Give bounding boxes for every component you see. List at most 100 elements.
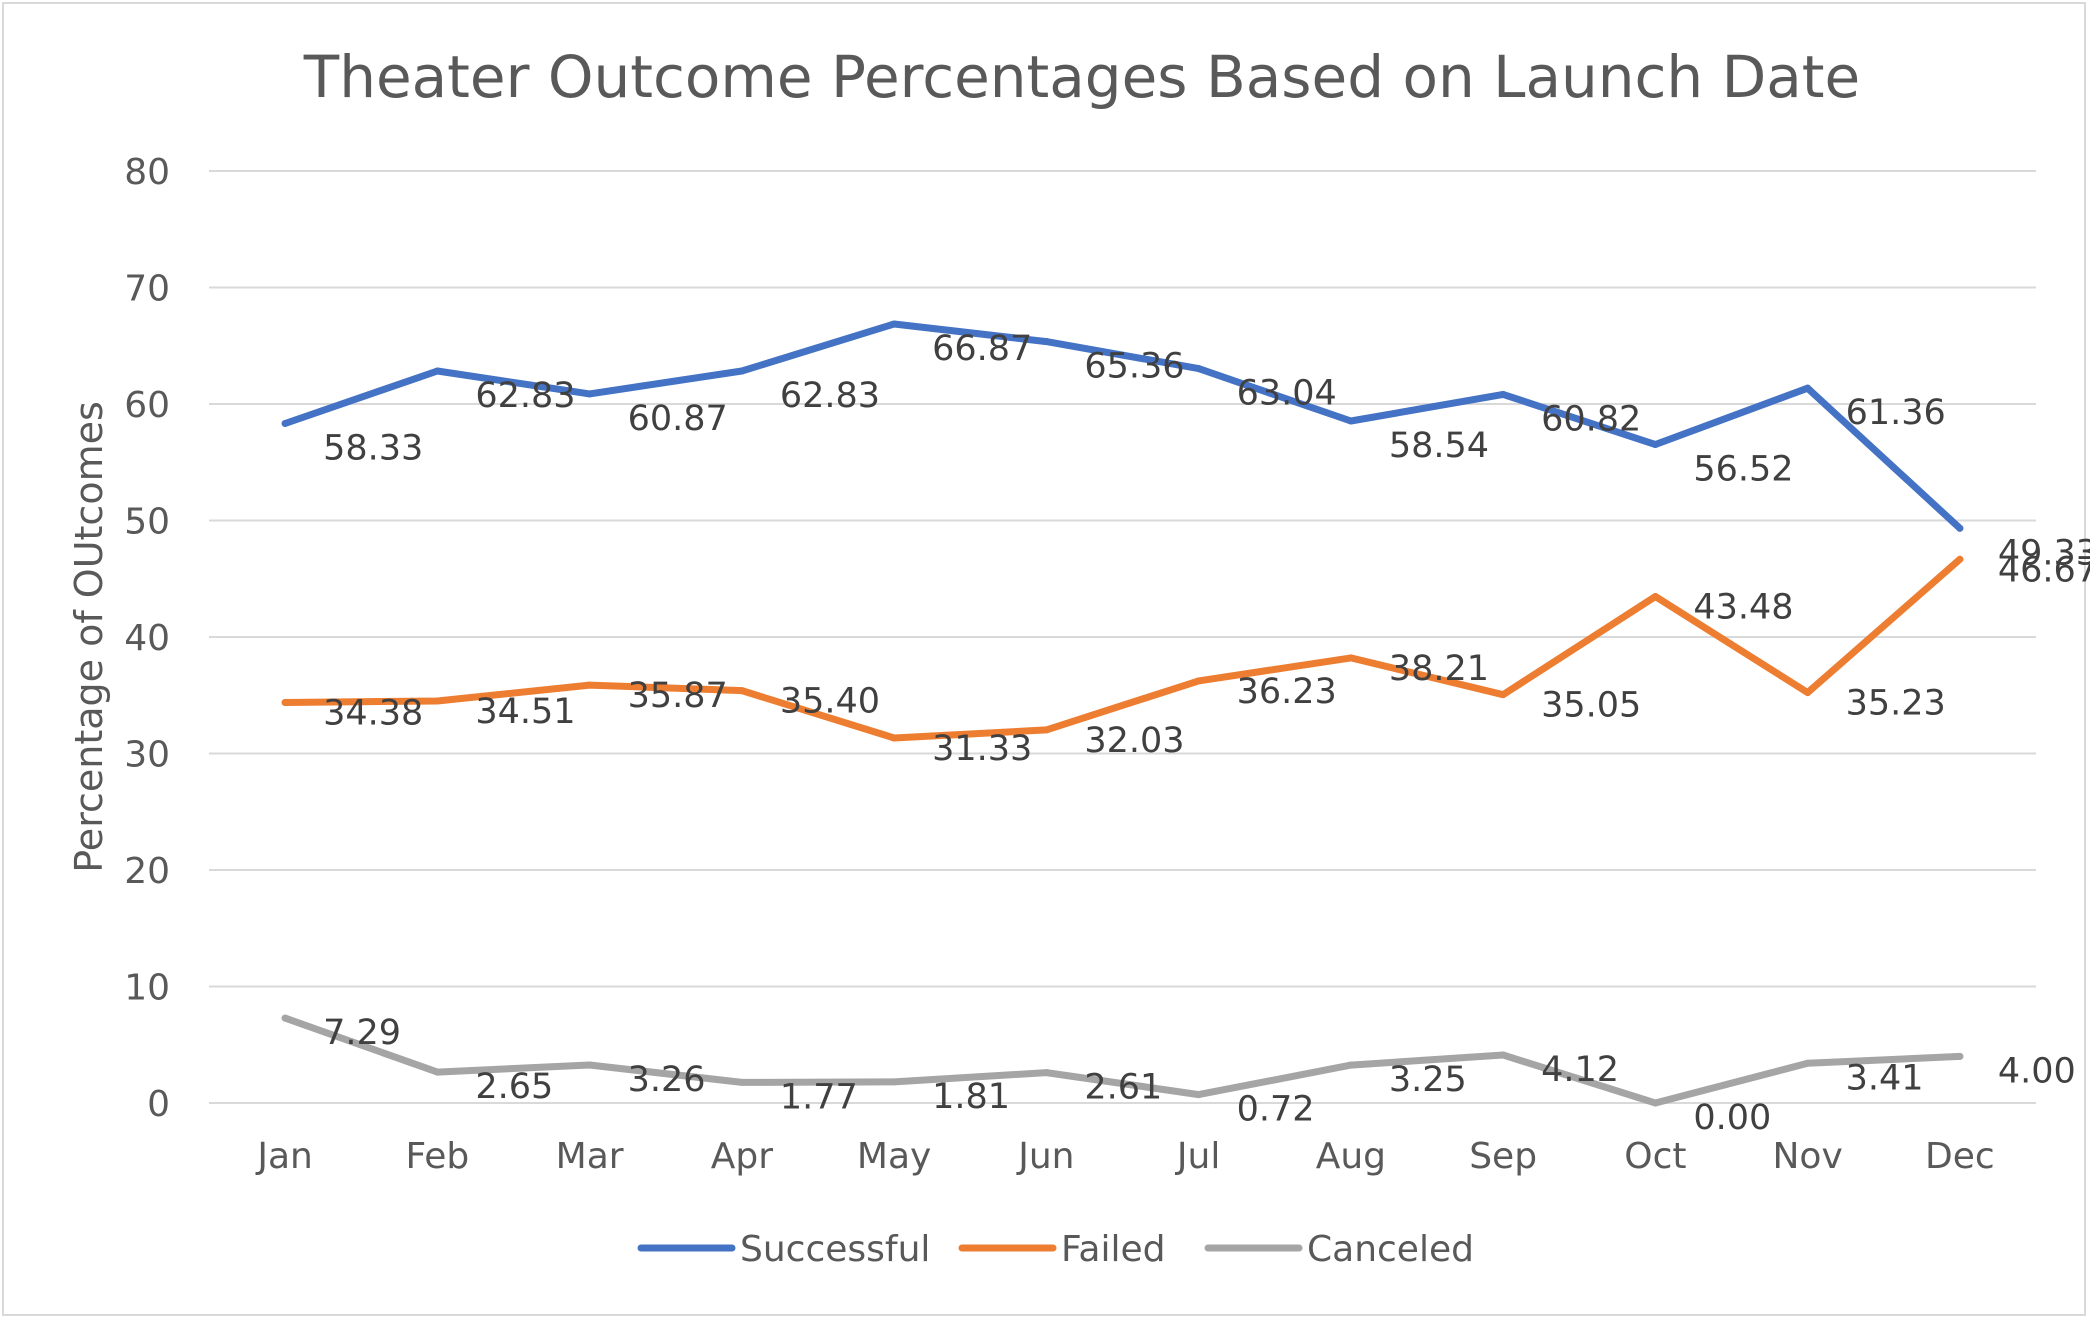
data-label-canceled: 4.00 bbox=[1998, 1051, 2076, 1091]
x-tick-label-mar: Mar bbox=[556, 1136, 624, 1177]
x-tick-label-jul: Jul bbox=[1175, 1136, 1220, 1177]
series-line-canceled bbox=[281, 1014, 1964, 1107]
data-point-canceled bbox=[433, 1068, 441, 1076]
data-point-failed bbox=[738, 687, 746, 695]
series-line-failed bbox=[281, 555, 1964, 742]
legend-label-successful: Successful bbox=[740, 1229, 930, 1270]
x-tick-label-dec: Dec bbox=[1925, 1136, 1995, 1177]
data-point-canceled bbox=[1347, 1061, 1355, 1069]
data-label-successful: 58.33 bbox=[323, 428, 423, 468]
data-point-canceled bbox=[1195, 1091, 1203, 1099]
data-point-failed bbox=[1956, 555, 1964, 563]
data-point-canceled bbox=[1804, 1059, 1812, 1067]
y-axis-ticks: 0 10 20 30 40 50 60 70 80 bbox=[124, 152, 170, 1125]
data-label-canceled: 3.26 bbox=[628, 1060, 706, 1100]
data-label-failed: 43.48 bbox=[1693, 587, 1793, 627]
data-point-successful bbox=[281, 419, 289, 427]
y-tick-label: 20 bbox=[124, 851, 170, 892]
x-tick-label-may: May bbox=[857, 1136, 931, 1177]
data-label-successful: 60.87 bbox=[628, 399, 728, 439]
series-line-successful bbox=[281, 320, 1964, 532]
data-label-canceled: 2.65 bbox=[475, 1067, 553, 1107]
data-label-successful: 63.04 bbox=[1237, 374, 1337, 414]
data-point-canceled bbox=[1042, 1069, 1050, 1077]
data-point-canceled bbox=[281, 1014, 289, 1022]
data-label-failed: 34.51 bbox=[475, 692, 575, 732]
data-point-failed bbox=[586, 681, 594, 689]
gridlines bbox=[209, 170, 2036, 1104]
data-label-canceled: 2.61 bbox=[1084, 1068, 1162, 1108]
x-tick-label-aug: Aug bbox=[1316, 1136, 1386, 1177]
data-label-canceled: 3.25 bbox=[1389, 1060, 1467, 1100]
data-point-canceled bbox=[586, 1061, 594, 1069]
data-point-successful bbox=[1195, 365, 1203, 373]
data-label-successful: 61.36 bbox=[1846, 393, 1946, 433]
data-label-failed: 32.03 bbox=[1084, 721, 1184, 761]
data-point-successful bbox=[1042, 338, 1050, 346]
y-tick-label: 80 bbox=[124, 152, 170, 193]
data-label-canceled: 1.77 bbox=[780, 1077, 858, 1117]
data-point-failed bbox=[1347, 654, 1355, 662]
data-label-failed: 35.23 bbox=[1846, 684, 1946, 724]
data-label-successful: 62.83 bbox=[475, 376, 575, 416]
legend-label-failed: Failed bbox=[1061, 1229, 1165, 1270]
data-point-successful bbox=[1804, 384, 1812, 392]
y-tick-label: 40 bbox=[124, 618, 170, 659]
data-point-canceled bbox=[1956, 1052, 1964, 1060]
data-label-successful: 62.83 bbox=[780, 376, 880, 416]
data-label-successful: 58.54 bbox=[1389, 426, 1489, 466]
data-label-failed: 36.23 bbox=[1237, 672, 1337, 712]
data-point-failed bbox=[1195, 677, 1203, 685]
x-tick-label-jun: Jun bbox=[1016, 1136, 1074, 1177]
y-axis-label: Percentage of OUtcomes bbox=[67, 401, 111, 873]
data-label-canceled: 0.72 bbox=[1237, 1090, 1315, 1130]
y-tick-label: 50 bbox=[124, 502, 170, 543]
data-label-canceled: 0.00 bbox=[1693, 1098, 1771, 1138]
y-tick-label: 60 bbox=[124, 385, 170, 426]
data-point-failed bbox=[890, 734, 898, 742]
data-point-canceled bbox=[1651, 1099, 1659, 1107]
data-point-canceled bbox=[1499, 1051, 1507, 1059]
data-point-successful bbox=[1347, 417, 1355, 425]
data-label-failed: 31.33 bbox=[932, 729, 1032, 769]
data-point-failed bbox=[1042, 726, 1050, 734]
x-tick-label-oct: Oct bbox=[1624, 1136, 1686, 1177]
data-point-successful bbox=[1499, 390, 1507, 398]
data-point-failed bbox=[433, 697, 441, 705]
data-label-failed: 35.87 bbox=[628, 676, 728, 716]
x-tick-label-nov: Nov bbox=[1772, 1136, 1842, 1177]
data-label-successful: 56.52 bbox=[1693, 450, 1793, 490]
data-label-successful: 60.82 bbox=[1541, 399, 1641, 439]
data-point-failed bbox=[1804, 689, 1812, 697]
legend: Successful Failed Canceled bbox=[637, 1229, 1474, 1270]
data-label-failed: 34.38 bbox=[323, 693, 423, 733]
data-point-failed bbox=[1651, 592, 1659, 600]
data-point-successful bbox=[1956, 524, 1964, 532]
x-tick-label-jan: Jan bbox=[255, 1136, 313, 1177]
data-point-successful bbox=[586, 390, 594, 398]
data-label-canceled: 3.41 bbox=[1846, 1058, 1924, 1098]
data-label-failed: 35.40 bbox=[780, 682, 880, 722]
data-label-failed: 35.05 bbox=[1541, 686, 1641, 726]
data-label-failed: 46.67 bbox=[1998, 550, 2090, 590]
data-point-successful bbox=[738, 367, 746, 375]
series-lines bbox=[281, 320, 1964, 1107]
data-point-canceled bbox=[738, 1078, 746, 1086]
data-labels: 58.33 62.83 60.87 62.83 66.87 65.36 63.04 58.54… bbox=[323, 329, 2090, 1138]
data-point-successful bbox=[1651, 441, 1659, 449]
data-point-successful bbox=[433, 367, 441, 375]
y-tick-label: 0 bbox=[147, 1084, 170, 1125]
y-tick-label: 70 bbox=[124, 269, 170, 310]
data-label-successful: 49.33 bbox=[1998, 533, 2090, 573]
data-label-failed: 38.21 bbox=[1389, 649, 1489, 689]
x-tick-label-feb: Feb bbox=[406, 1136, 470, 1177]
y-tick-label: 10 bbox=[124, 968, 170, 1009]
chart-title: Theater Outcome Percentages Based on Lau… bbox=[303, 43, 1860, 111]
data-label-canceled: 1.81 bbox=[932, 1077, 1010, 1117]
x-tick-label-sep: Sep bbox=[1469, 1136, 1537, 1177]
data-point-successful bbox=[890, 320, 898, 328]
x-tick-label-apr: Apr bbox=[711, 1136, 773, 1177]
data-label-successful: 66.87 bbox=[932, 329, 1032, 369]
